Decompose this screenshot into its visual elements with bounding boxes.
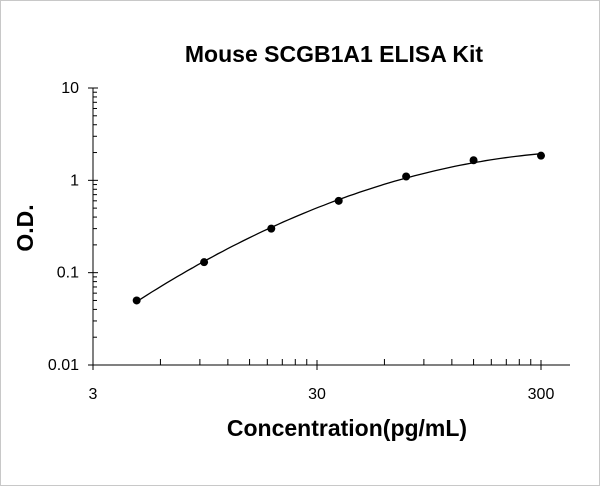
fit-curve: [136, 153, 542, 303]
y-tick-label: 0.01: [48, 357, 79, 374]
x-tick-label: 3: [89, 386, 98, 403]
y-tick-label: 10: [61, 80, 79, 97]
chart-title: Mouse SCGB1A1 ELISA Kit: [185, 41, 484, 67]
plot-area: 0.01 0.1 1 10 3 30 300: [48, 80, 570, 403]
data-point: [132, 296, 141, 305]
data-point: [469, 156, 478, 165]
data-point: [537, 151, 545, 160]
data-point: [334, 196, 343, 205]
y-tick-label: 1: [70, 172, 79, 189]
data-point: [200, 258, 209, 267]
data-point: [267, 224, 276, 233]
data-point: [402, 172, 411, 181]
y-axis-label: O.D.: [12, 204, 38, 251]
y-tick-label: 0.1: [57, 265, 79, 282]
x-axis-label: Concentration(pg/mL): [227, 415, 467, 441]
x-tick-label: 30: [308, 386, 326, 403]
x-tick-label: 300: [528, 386, 555, 403]
